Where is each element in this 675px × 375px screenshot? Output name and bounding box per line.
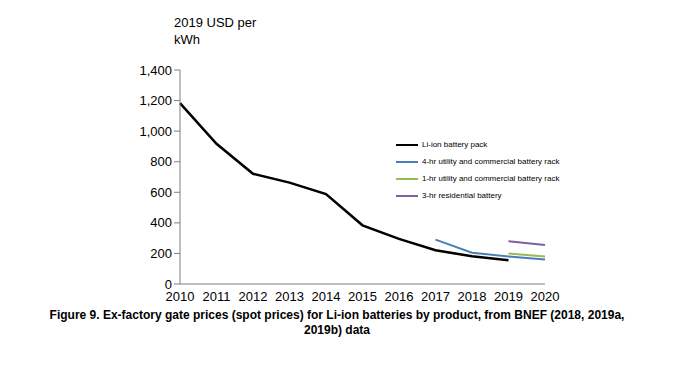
- svg-text:2014: 2014: [312, 289, 341, 304]
- html-text:Figure 9. Ex-factory gate pric: Figure 9. Ex-factory gate prices (spot p…: [49, 308, 625, 337]
- svg-text:800: 800: [150, 154, 172, 169]
- svg-text:2018: 2018: [458, 289, 487, 304]
- svg-text:1,400: 1,400: [139, 63, 172, 78]
- html-text:3-hr residential battery: 3-hr residential battery: [422, 191, 502, 200]
- svg-text:2020: 2020: [531, 289, 560, 304]
- svg-text:600: 600: [150, 185, 172, 200]
- html-text:1-hr utility and commercial ba: 1-hr utility and commercial battery rack: [422, 174, 560, 183]
- svg-text:2013: 2013: [275, 289, 304, 304]
- svg-text:2016: 2016: [385, 289, 414, 304]
- html-text:Li-ion battery pack: Li-ion battery pack: [422, 140, 488, 149]
- svg-text:1,200: 1,200: [139, 93, 172, 108]
- svg-text:2015: 2015: [348, 289, 377, 304]
- svg-text:1,000: 1,000: [139, 124, 172, 139]
- svg-text:2017: 2017: [421, 289, 450, 304]
- svg-text:2010: 2010: [165, 289, 195, 305]
- svg-text:2011: 2011: [203, 289, 231, 304]
- svg-text:2019: 2019: [494, 289, 523, 304]
- svg-text:2012: 2012: [239, 289, 268, 304]
- svg-text:400: 400: [150, 215, 172, 230]
- html-text:4-hr utility and commercial ba: 4-hr utility and commercial battery rack: [422, 157, 560, 166]
- svg-text:200: 200: [150, 246, 172, 261]
- svg-text:0: 0: [165, 277, 172, 292]
- html-text:2019 USD per kWh: 2019 USD per kWh: [174, 15, 257, 47]
